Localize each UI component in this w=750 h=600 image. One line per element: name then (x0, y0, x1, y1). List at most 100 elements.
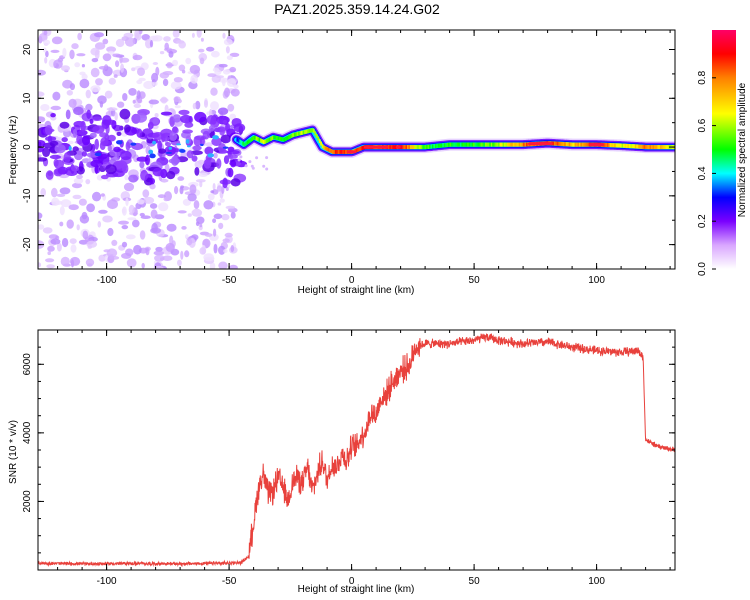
noise-blob (191, 208, 203, 217)
noise-band-blob (171, 155, 179, 166)
ridge-segment (655, 145, 658, 150)
ridge-segment (434, 144, 437, 149)
noise-blob (166, 223, 177, 232)
ridge-scatter (262, 164, 266, 168)
ridge-segment (262, 139, 265, 144)
noise-blob (229, 66, 237, 73)
ridge-segment (555, 141, 558, 146)
ridge-segment (299, 131, 302, 136)
ridge-segment (615, 143, 618, 148)
ridge-segment (324, 146, 327, 151)
noise-blob (90, 47, 100, 56)
ridge-peak (589, 143, 604, 147)
ridge-segment (667, 145, 669, 150)
noise-blob (121, 208, 126, 214)
noise-blob (79, 78, 90, 89)
noise-blob (114, 112, 118, 121)
ridge-segment (477, 142, 480, 147)
noise-blob (38, 262, 42, 268)
noise-hotspot (116, 140, 123, 145)
ridge-segment (276, 136, 278, 140)
noise-band-blob (94, 138, 99, 150)
ridge-segment (462, 142, 465, 147)
noise-blob (226, 55, 233, 60)
ridge-segment (301, 130, 303, 135)
ridge-segment (302, 130, 305, 135)
noise-blob (71, 43, 79, 50)
noise-band-blob (192, 145, 202, 151)
ridge-segment (452, 142, 455, 147)
noise-blob (162, 255, 173, 261)
noise-blob (76, 174, 83, 179)
noise-blob (174, 186, 179, 195)
noise-band-blob (194, 111, 207, 123)
noise-blob (47, 251, 51, 256)
noise-blob (42, 227, 53, 234)
noise-band-blob (103, 119, 117, 125)
noise-band-blob (107, 145, 113, 152)
noise-blob (210, 87, 218, 96)
noise-hotspot (165, 151, 173, 154)
ridge-scatter (239, 155, 243, 159)
ridge-segment (258, 137, 261, 142)
noise-blob (128, 204, 135, 215)
noise-blob (74, 62, 81, 68)
noise-blob (38, 91, 45, 97)
noise-hotspot (185, 139, 190, 144)
noise-band-blob (139, 161, 145, 169)
noise-blob (204, 99, 208, 108)
ridge-segment (520, 142, 522, 147)
noise-band-blob (225, 154, 238, 159)
noise-blob (222, 238, 230, 243)
ridge-segment (606, 143, 609, 147)
noise-blob (51, 197, 60, 206)
noise-band-blob (172, 126, 178, 134)
noise-band-blob (165, 142, 171, 147)
ridge-segment (576, 142, 578, 147)
noise-blob (102, 38, 109, 45)
ridge-segment (459, 142, 462, 147)
ridge-segment (390, 145, 393, 150)
noise-band-blob (230, 178, 241, 187)
noise-blob (107, 199, 118, 210)
ridge-segment (458, 142, 461, 147)
ridge-segment (296, 131, 299, 136)
noise-blob (213, 228, 217, 237)
noise-blob (184, 250, 190, 258)
ridge-segment (402, 145, 405, 150)
noise-band-blob (72, 128, 78, 138)
noise-band-blob (219, 127, 225, 136)
noise-blob (180, 185, 185, 189)
ridge-segment (333, 149, 336, 154)
ridge-segment (285, 136, 287, 141)
ridge-segment (437, 143, 440, 148)
spectrogram-frame (37, 29, 676, 270)
ridge-segment (436, 143, 439, 148)
ridge-segment (282, 137, 284, 142)
noise-blob (107, 227, 114, 237)
ridge-segment (345, 149, 347, 154)
noise-blob (213, 152, 218, 159)
noise-blob (77, 32, 82, 41)
noise-blob (228, 264, 238, 269)
noise-blob (85, 179, 91, 185)
ridge-scatter (265, 156, 269, 160)
x-tick-label: 0 (349, 275, 355, 286)
ridge-segment (508, 142, 511, 147)
noise-blob (230, 245, 235, 253)
noise-band-blob (86, 109, 92, 120)
ridge-segment (562, 142, 565, 147)
noise-blob (191, 32, 195, 38)
noise-blob (210, 190, 215, 194)
noise-blob (86, 203, 95, 213)
noise-blob (68, 98, 77, 108)
noise-blob (218, 261, 228, 269)
ridge-segment (264, 139, 267, 144)
ridge-segment (656, 145, 659, 150)
ridge-segment (427, 144, 430, 149)
noise-blob (125, 197, 129, 206)
ridge-segment (487, 142, 490, 147)
ridge-segment (412, 145, 415, 150)
noise-blob (160, 96, 168, 104)
